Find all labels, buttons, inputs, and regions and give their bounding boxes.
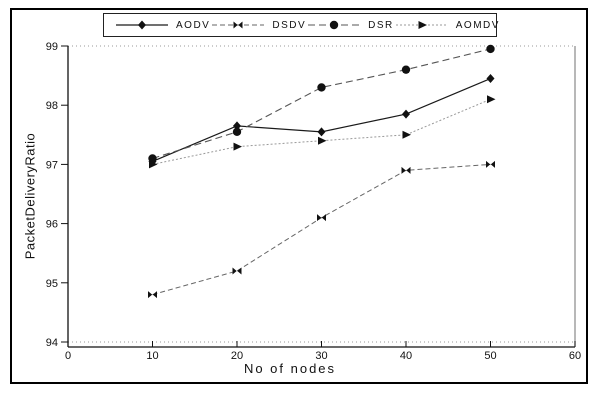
data-point-marker [317,83,326,92]
data-point-marker [148,291,157,299]
x-tick-label: 40 [400,350,412,362]
legend-swatch-diamond-icon [116,20,168,30]
series-AOMDV [149,95,496,169]
x-tick-label: 50 [484,350,496,362]
legend-entry-AODV: AODV [114,18,210,32]
data-point-marker [402,109,410,119]
legend-swatch-triangle-right-icon [395,21,448,29]
legend-box: AODV DSDV DSR AOMDV [103,13,500,37]
series-line [152,163,491,296]
legend-label: AOMDV [455,19,500,31]
legend-swatch-circle-icon [308,20,361,30]
data-point-marker [401,65,411,74]
y-tick-label: 94 [46,337,58,349]
legend-label: DSR [368,19,394,31]
data-point-marker [317,127,326,137]
y-tick-label: 97 [46,159,58,171]
y-tick-label: 96 [46,219,58,231]
legend-entry-AOMDV: AOMDV [394,18,500,32]
data-point-marker [486,74,495,84]
data-point-marker [232,127,242,137]
y-axis-title: PacketDeliveryRatio [22,132,38,260]
data-point-marker [148,154,157,163]
data-point-marker [401,166,411,174]
legend-swatch-bowtie-icon [212,21,265,29]
series-DSDV [148,160,495,299]
data-point-marker [487,95,496,104]
series-line [152,48,491,160]
x-axis-title: No of nodes [243,361,337,376]
x-tick-label: 30 [315,350,327,362]
data-point-marker [149,160,158,169]
figure-border [10,8,588,384]
x-tick-label: 20 [231,350,243,362]
y-tick-label: 98 [46,100,58,112]
data-point-marker [486,160,495,168]
x-tick-label: 60 [569,350,581,362]
series-line [152,98,491,165]
data-point-marker [317,214,326,222]
x-tick-label: 10 [146,350,158,362]
legend-entry-DSDV: DSDV [210,18,306,32]
x-tick-label: 0 [65,350,71,362]
legend-label: AODV [176,19,211,31]
legend-label: DSDV [272,19,307,31]
data-point-marker [232,267,242,275]
legend-entry-DSR: DSR [306,18,394,32]
y-tick-label: 99 [46,41,58,53]
data-point-marker [486,44,495,54]
data-point-marker [402,130,411,139]
series-DSR [148,44,495,163]
y-tick-label: 95 [46,278,58,290]
data-point-marker [233,142,242,151]
data-point-marker [318,136,327,145]
